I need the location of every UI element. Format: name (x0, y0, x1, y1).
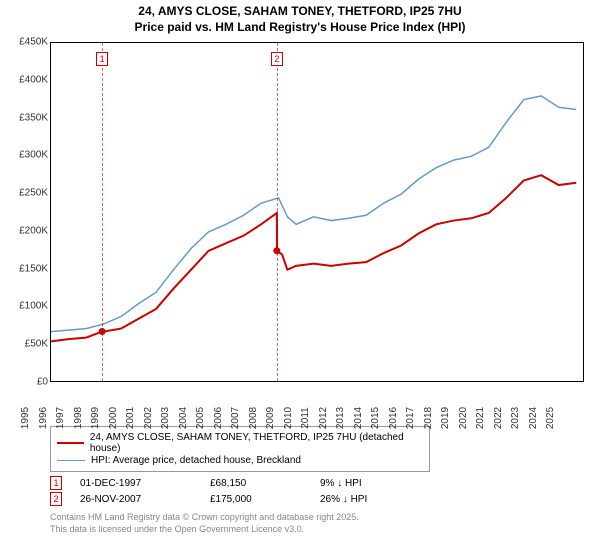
y-axis-label: £200K (10, 225, 48, 236)
legend-label: HPI: Average price, detached house, Brec… (91, 455, 301, 466)
legend-swatch (57, 442, 84, 444)
transaction-price: £68,150 (210, 478, 320, 489)
legend-label: 24, AMYS CLOSE, SAHAM TONEY, THETFORD, I… (90, 432, 423, 454)
legend-swatch (57, 460, 85, 461)
y-axis-label: £350K (10, 112, 48, 123)
transaction-date: 01-DEC-1997 (80, 478, 210, 489)
footer-attribution: Contains HM Land Registry data © Crown c… (50, 512, 590, 535)
legend-item: HPI: Average price, detached house, Brec… (57, 455, 423, 466)
chart-area: 12 £0£50K£100K£150K£200K£250K£300K£350K£… (10, 42, 590, 420)
transaction-price: £175,000 (210, 494, 320, 505)
line-plot-svg (51, 43, 585, 383)
transaction-marker: 1 (50, 476, 62, 490)
y-axis-label: £150K (10, 263, 48, 274)
y-axis-label: £250K (10, 188, 48, 199)
y-axis-label: £50K (10, 339, 48, 350)
marker-badge: 1 (96, 52, 108, 66)
x-axis-label: 2025 (545, 403, 600, 433)
transaction-row: 2 26-NOV-2007£175,00026% ↓ HPI (50, 492, 590, 506)
marker-badge: 2 (271, 52, 283, 66)
transaction-marker: 2 (50, 492, 62, 506)
y-axis-label: £400K (10, 74, 48, 85)
y-axis-label: £100K (10, 301, 48, 312)
transaction-diff: 26% ↓ HPI (320, 494, 420, 505)
footer-line2: This data is licensed under the Open Gov… (50, 524, 590, 536)
marker-vline (102, 43, 103, 381)
transaction-row: 1 01-DEC-1997£68,1509% ↓ HPI (50, 476, 590, 490)
footer-line1: Contains HM Land Registry data © Crown c… (50, 512, 590, 524)
marker-vline (277, 43, 278, 381)
legend-item: 24, AMYS CLOSE, SAHAM TONEY, THETFORD, I… (57, 432, 423, 454)
y-axis-label: £0 (10, 377, 48, 388)
chart-title: 24, AMYS CLOSE, SAHAM TONEY, THETFORD, I… (0, 0, 600, 20)
transaction-date: 26-NOV-2007 (80, 494, 210, 505)
series-price_paid (51, 175, 576, 341)
y-axis-label: £300K (10, 150, 48, 161)
chart-container: 24, AMYS CLOSE, SAHAM TONEY, THETFORD, I… (0, 0, 600, 560)
y-axis-label: £450K (10, 37, 48, 48)
plot-region: 12 (50, 42, 584, 382)
chart-subtitle: Price paid vs. HM Land Registry's House … (0, 20, 600, 42)
transactions-table: 1 01-DEC-1997£68,1509% ↓ HPI 2 26-NOV-2007£… (50, 476, 590, 506)
transaction-diff: 9% ↓ HPI (320, 478, 420, 489)
series-hpi (51, 96, 576, 332)
